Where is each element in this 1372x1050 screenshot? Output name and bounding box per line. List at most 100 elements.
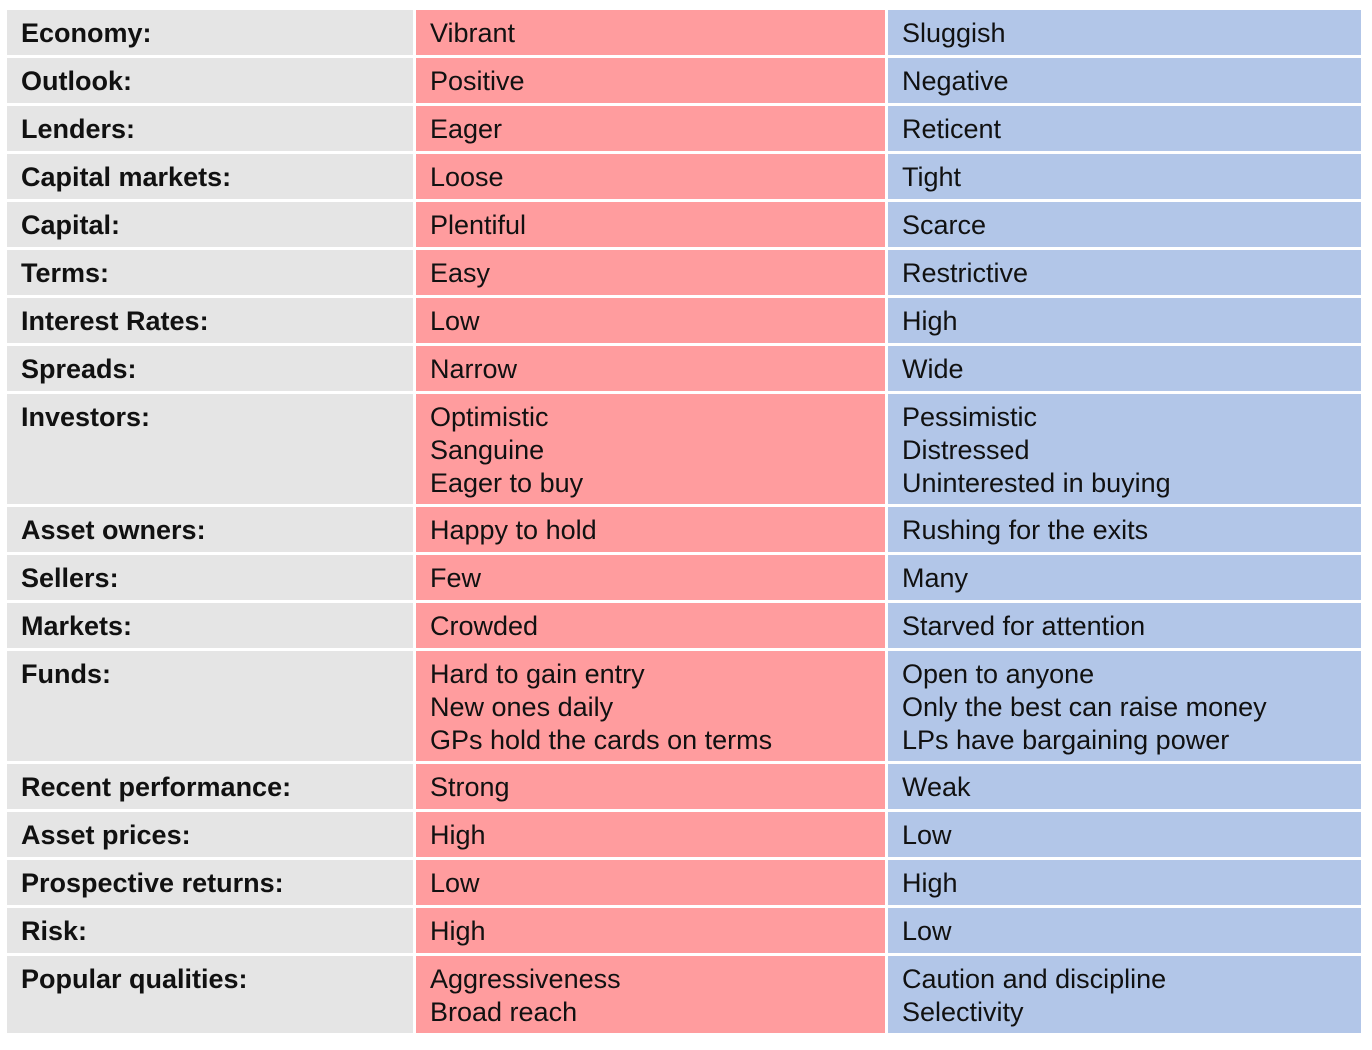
cold-market-line: Negative <box>902 66 1009 96</box>
column-divider <box>413 651 416 764</box>
table-row: Interest Rates: Low High <box>7 298 1361 346</box>
row-label: Investors: <box>7 394 413 507</box>
column-divider <box>413 202 416 250</box>
table-row: Recent performance: Strong Weak <box>7 764 1361 812</box>
column-divider <box>885 202 888 250</box>
hot-market-cell: Eager <box>416 106 885 154</box>
hot-market-cell: Aggressiveness Broad reach <box>416 956 885 1036</box>
column-divider <box>413 394 416 507</box>
hot-market-line: Plentiful <box>430 210 527 240</box>
table-row: Outlook: Positive Negative <box>7 58 1361 106</box>
column-divider <box>885 346 888 394</box>
column-divider <box>885 58 888 106</box>
hot-market-line: Few <box>430 563 482 593</box>
cold-market-cell: Negative <box>888 58 1361 106</box>
table-row: Lenders: Eager Reticent <box>7 106 1361 154</box>
cold-market-cell: Reticent <box>888 106 1361 154</box>
column-divider <box>413 346 416 394</box>
column-divider <box>885 603 888 651</box>
row-label: Popular qualities: <box>7 956 413 1036</box>
column-divider <box>413 154 416 202</box>
table-row: Terms: Easy Restrictive <box>7 250 1361 298</box>
hot-market-line: GPs hold the cards on terms <box>430 725 773 755</box>
cold-market-line: High <box>902 306 958 336</box>
column-divider <box>885 394 888 507</box>
row-label: Markets: <box>7 603 413 651</box>
cold-market-cell: High <box>888 860 1361 908</box>
cold-market-cell: Caution and discipline Selectivity <box>888 956 1361 1036</box>
column-divider <box>413 956 416 1036</box>
table-row: Capital markets: Loose Tight <box>7 154 1361 202</box>
cold-market-line: Many <box>902 563 969 593</box>
hot-market-cell: Happy to hold <box>416 507 885 555</box>
row-label: Capital markets: <box>7 154 413 202</box>
cold-market-cell: Wide <box>888 346 1361 394</box>
table-row: Funds: Hard to gain entry New ones daily GP… <box>7 651 1361 764</box>
cold-market-line: Wide <box>902 354 964 384</box>
hot-market-line: Strong <box>430 772 510 802</box>
row-label: Economy: <box>7 10 413 58</box>
column-divider <box>413 555 416 603</box>
column-divider <box>413 860 416 908</box>
cold-market-line: Caution and discipline <box>902 964 1167 994</box>
column-divider <box>885 10 888 58</box>
column-divider <box>413 10 416 58</box>
hot-market-cell: Positive <box>416 58 885 106</box>
column-divider <box>413 603 416 651</box>
row-label: Interest Rates: <box>7 298 413 346</box>
hot-market-cell: Low <box>416 298 885 346</box>
hot-market-cell: Strong <box>416 764 885 812</box>
cold-market-line: Scarce <box>902 210 987 240</box>
hot-market-cell: Hard to gain entry New ones daily GPs hold… <box>416 651 885 764</box>
column-divider <box>885 860 888 908</box>
column-divider <box>413 298 416 346</box>
column-divider <box>413 812 416 860</box>
column-divider <box>413 507 416 555</box>
hot-market-cell: Few <box>416 555 885 603</box>
cold-market-line: Tight <box>902 162 962 192</box>
cold-market-line: Distressed <box>902 435 1030 465</box>
cold-market-line: Low <box>902 820 952 850</box>
cold-market-line: Selectivity <box>902 997 1024 1027</box>
table-row: Economy: Vibrant Sluggish <box>7 10 1361 58</box>
hot-market-line: Sanguine <box>430 435 545 465</box>
table-row: Prospective returns: Low High <box>7 860 1361 908</box>
cold-market-cell: Starved for attention <box>888 603 1361 651</box>
hot-market-line: Optimistic <box>430 402 549 432</box>
cold-market-cell: Open to anyone Only the best can raise mo… <box>888 651 1361 764</box>
table-row: Asset prices: High Low <box>7 812 1361 860</box>
column-divider <box>413 58 416 106</box>
cold-market-cell: Tight <box>888 154 1361 202</box>
hot-market-line: Easy <box>430 258 491 288</box>
cold-market-cell: Scarce <box>888 202 1361 250</box>
hot-market-cell: High <box>416 908 885 956</box>
cold-market-line: Low <box>902 916 952 946</box>
column-divider <box>885 507 888 555</box>
hot-market-cell: Easy <box>416 250 885 298</box>
hot-market-line: Eager <box>430 114 503 144</box>
table-row: Sellers: Few Many <box>7 555 1361 603</box>
row-label: Recent performance: <box>7 764 413 812</box>
table-row: Spreads: Narrow Wide <box>7 346 1361 394</box>
hot-market-line: Crowded <box>430 611 539 641</box>
cold-market-line: Restrictive <box>902 258 1029 288</box>
row-label: Risk: <box>7 908 413 956</box>
cold-market-cell: Restrictive <box>888 250 1361 298</box>
hot-market-line: Positive <box>430 66 525 96</box>
cold-market-cell: Pessimistic Distressed Uninterested in buy… <box>888 394 1361 507</box>
hot-market-line: Low <box>430 868 480 898</box>
table-row: Investors: Optimistic Sanguine Eager to buy… <box>7 394 1361 507</box>
cold-market-cell: Sluggish <box>888 10 1361 58</box>
column-divider <box>885 555 888 603</box>
row-label: Asset prices: <box>7 812 413 860</box>
cold-market-cell: Rushing for the exits <box>888 507 1361 555</box>
row-label: Terms: <box>7 250 413 298</box>
table-row: Asset owners: Happy to hold Rushing for th… <box>7 507 1361 555</box>
hot-market-cell: Optimistic Sanguine Eager to buy <box>416 394 885 507</box>
table-row: Markets: Crowded Starved for attention <box>7 603 1361 651</box>
cold-market-line: Open to anyone <box>902 659 1095 689</box>
hot-market-cell: Loose <box>416 154 885 202</box>
cold-market-line: Sluggish <box>902 18 1006 48</box>
hot-market-line: Narrow <box>430 354 518 384</box>
hot-market-cell: Crowded <box>416 603 885 651</box>
